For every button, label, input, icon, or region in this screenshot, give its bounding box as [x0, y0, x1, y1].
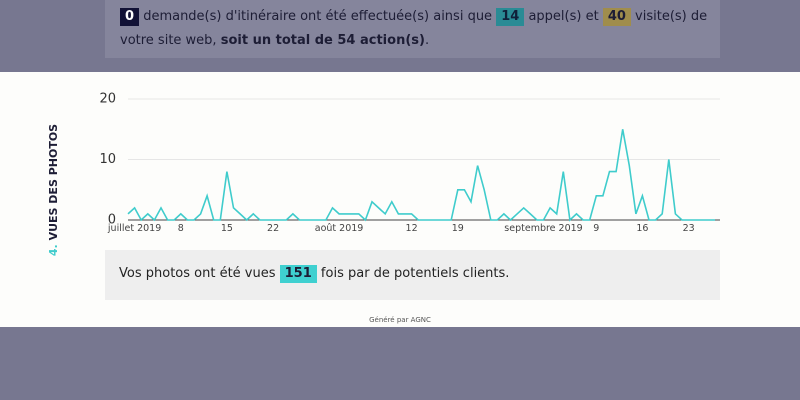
- section-heading: 4. VUES DES PHOTOS: [47, 124, 60, 256]
- summary-text-part: demande(s) d'itinéraire ont été effectué…: [143, 9, 493, 24]
- footer: Généré par AGNC: [369, 316, 431, 324]
- summary-text-part: visite(s) de votre site web,: [120, 9, 708, 48]
- x-tick-label: 15: [221, 223, 233, 234]
- itineraries-badge: 0: [120, 8, 140, 26]
- x-tick-label: septembre 2019: [504, 223, 582, 234]
- x-tick-label: 23: [683, 223, 695, 234]
- x-tick-label: 16: [636, 223, 648, 234]
- visits-badge: 40: [602, 8, 631, 26]
- x-tick-label: 19: [452, 223, 464, 234]
- x-tick-label: 22: [267, 223, 279, 234]
- section-title: VUES DES PHOTOS: [47, 124, 60, 241]
- photos-text: Vos photos ont été vues 151 fois par de …: [119, 263, 509, 285]
- calls-badge: 14: [496, 8, 525, 26]
- x-tick-label: 9: [593, 223, 599, 234]
- y-tick-label: 0: [108, 213, 116, 228]
- y-tick-label: 20: [99, 92, 116, 107]
- photos-count-badge: 151: [279, 265, 317, 283]
- data-line: [127, 129, 715, 222]
- photos-panel: [105, 250, 720, 300]
- section-number: 4.: [47, 244, 60, 256]
- summary-total: soit un total de 54 action(s): [220, 33, 425, 48]
- x-tick-label: 12: [406, 223, 418, 234]
- photos-text-part: Vos photos ont été vues: [119, 266, 276, 281]
- summary-text-part: appel(s) et: [528, 9, 599, 24]
- y-tick-label: 10: [99, 152, 116, 167]
- summary-text: 0 demande(s) d'itinéraire ont été effect…: [120, 5, 710, 53]
- x-tick-label: août 2019: [315, 223, 364, 234]
- x-tick-label: juillet 2019: [107, 223, 161, 234]
- photos-text-part: fois par de potentiels clients.: [320, 266, 510, 281]
- x-tick-label: 8: [178, 223, 184, 234]
- summary-end: .: [424, 33, 430, 48]
